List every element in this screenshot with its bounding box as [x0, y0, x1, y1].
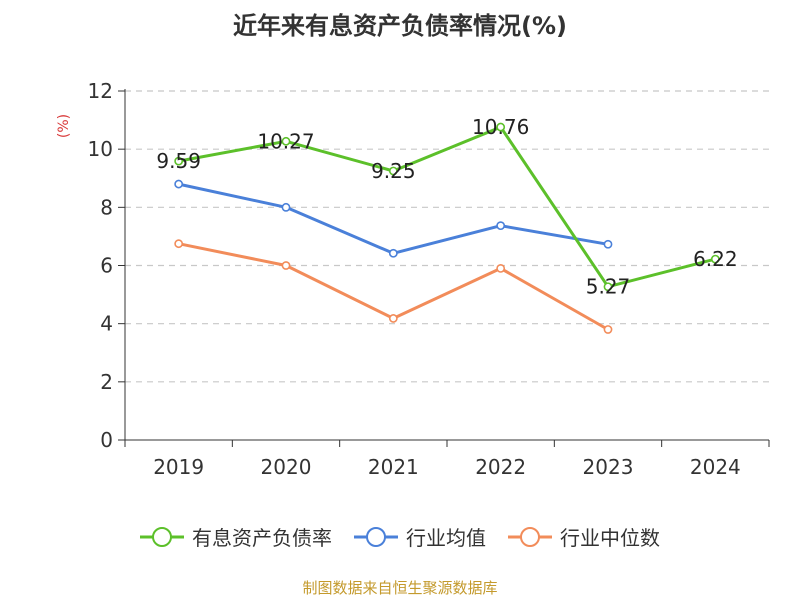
data-point-2-2023: [604, 326, 611, 333]
data-point-2-2022: [497, 265, 504, 272]
data-label-2024: 6.22: [693, 247, 738, 271]
data-point-2-2021: [390, 315, 397, 322]
y-tick-label-8: 8: [100, 195, 113, 219]
data-label-2022: 10.76: [472, 115, 529, 139]
legend-swatch-marker-0: [153, 528, 171, 546]
y-axis-unit-label: (%): [56, 114, 72, 138]
series-lines: [175, 123, 719, 333]
x-tick-label-2021: 2021: [368, 455, 419, 479]
legend-item-2: 行业中位数: [508, 526, 660, 550]
y-tick-label-12: 12: [88, 79, 113, 103]
data-point-2-2019: [175, 240, 182, 247]
y-tick-label-4: 4: [100, 312, 113, 336]
y-tick-label-10: 10: [88, 137, 113, 161]
data-label-2023: 5.27: [586, 275, 631, 299]
legend: 有息资产负债率 行业均值 行业中位数: [140, 526, 660, 550]
data-source-note: 制图数据来自恒生聚源数据库: [0, 577, 800, 598]
x-tick-label-2024: 2024: [690, 455, 741, 479]
x-tick-label-2022: 2022: [475, 455, 526, 479]
data-point-1-2021: [390, 250, 397, 257]
legend-label-1: 行业均值: [406, 526, 486, 550]
x-tick-label-2019: 2019: [153, 455, 204, 479]
y-tick-label-2: 2: [100, 370, 113, 394]
legend-item-1: 行业均值: [354, 526, 486, 550]
x-tick-label-2023: 2023: [583, 455, 634, 479]
legend-item-0: 有息资产负债率: [140, 526, 332, 550]
data-point-1-2020: [282, 204, 289, 211]
axes: 0 2 4 6 8 10 12 2019 2020 2021 2022 2023 2024: [88, 79, 769, 479]
legend-swatch-marker-1: [367, 528, 385, 546]
data-point-1-2019: [175, 180, 182, 187]
grid-lines: [125, 91, 769, 382]
y-tick-label-0: 0: [100, 428, 113, 452]
data-point-2-2020: [282, 262, 289, 269]
legend-label-0: 有息资产负债率: [192, 526, 332, 550]
x-tick-label-2020: 2020: [261, 455, 312, 479]
y-tick-label-6: 6: [100, 254, 113, 278]
data-label-2019: 9.59: [156, 149, 201, 173]
data-label-2021: 9.25: [371, 159, 416, 183]
series-line-1: [179, 184, 608, 253]
data-label-2020: 10.27: [257, 129, 314, 153]
data-point-1-2023: [604, 241, 611, 248]
legend-swatch-marker-2: [521, 528, 539, 546]
legend-label-2: 行业中位数: [560, 526, 660, 550]
data-point-1-2022: [497, 222, 504, 229]
